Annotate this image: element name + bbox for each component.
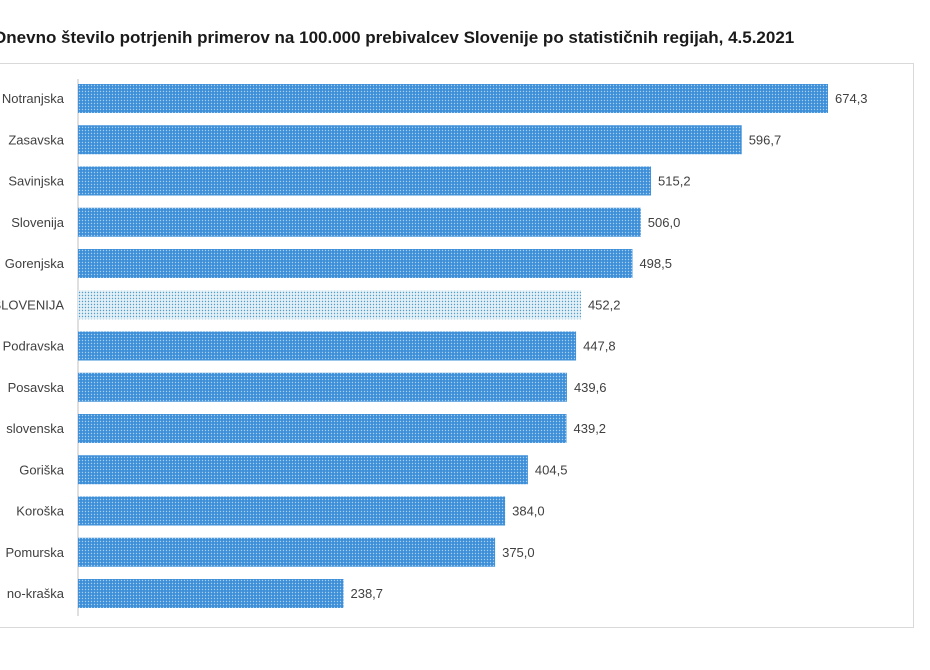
category-label: Goriška bbox=[19, 462, 65, 477]
data-label: 447,8 bbox=[583, 339, 616, 354]
chart-title: Dnevno število potrjenih primerov na 100… bbox=[0, 28, 795, 47]
category-label: Pomurska bbox=[5, 545, 64, 560]
data-label: 596,7 bbox=[749, 132, 782, 147]
data-label: 674,3 bbox=[835, 91, 868, 106]
data-label: 439,6 bbox=[574, 380, 607, 395]
data-label: 384,0 bbox=[512, 504, 545, 519]
bar-1 bbox=[78, 84, 828, 113]
data-label: 452,2 bbox=[588, 297, 621, 312]
category-label: Slovenija bbox=[11, 215, 65, 230]
bar-13 bbox=[78, 579, 344, 608]
plot-area bbox=[0, 63, 914, 628]
category-label: Koroška bbox=[16, 504, 64, 519]
category-label: slovenska bbox=[6, 421, 65, 436]
category-label: Gorenjska bbox=[5, 256, 65, 271]
category-label: Posavska bbox=[8, 380, 65, 395]
category-label: Podravska bbox=[3, 339, 65, 354]
data-label: 515,2 bbox=[658, 174, 691, 189]
bar-3 bbox=[78, 166, 652, 196]
category-label: Zasavska bbox=[8, 132, 64, 147]
data-label: 498,5 bbox=[639, 256, 672, 271]
data-label: 375,0 bbox=[502, 545, 535, 560]
bar-12 bbox=[78, 537, 496, 567]
data-label: 439,2 bbox=[574, 421, 607, 436]
category-label: Savinjska bbox=[8, 174, 64, 189]
data-label: 238,7 bbox=[350, 586, 383, 601]
bar-2 bbox=[78, 125, 742, 155]
category-label: Notranjska bbox=[2, 91, 65, 106]
data-label: 404,5 bbox=[535, 462, 568, 477]
bar-9 bbox=[78, 414, 567, 443]
bar-4 bbox=[78, 207, 641, 237]
bar-6 bbox=[78, 290, 581, 320]
bar-5 bbox=[78, 249, 633, 278]
bar-10 bbox=[78, 455, 528, 485]
data-label: 506,0 bbox=[648, 215, 681, 230]
bar-8 bbox=[78, 372, 567, 402]
bar-7 bbox=[78, 331, 577, 361]
category-label: SLOVENIJA bbox=[0, 297, 64, 312]
category-label: no-kraška bbox=[7, 586, 65, 601]
bar-11 bbox=[78, 496, 506, 526]
